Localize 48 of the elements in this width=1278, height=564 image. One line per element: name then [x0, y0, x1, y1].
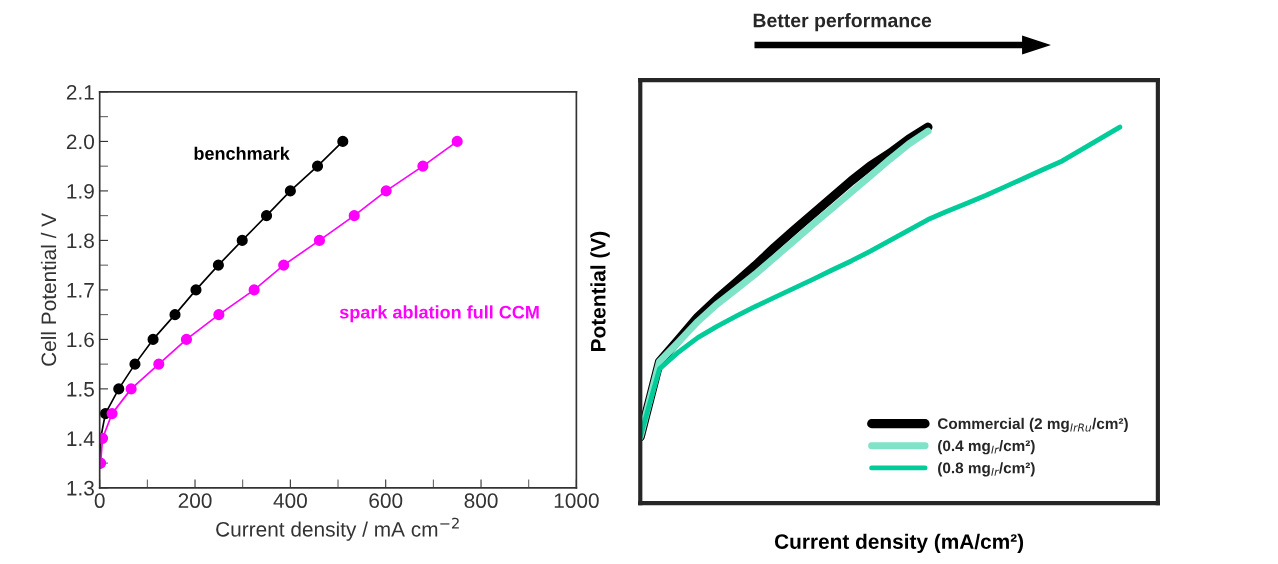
series-label: benchmark — [194, 146, 290, 160]
y-axis-title: Cell Potential / V — [40, 212, 57, 366]
point — [260, 210, 273, 222]
point — [236, 234, 248, 246]
x-tick-label: 400 — [273, 493, 307, 509]
y-tick-label: 1.3 — [67, 480, 94, 496]
legend-label: (0.4 mg$_{Ir}$/cm²) — [938, 439, 1035, 455]
y-tick-label: 1.9 — [67, 183, 94, 199]
point — [129, 358, 141, 370]
point — [451, 135, 463, 147]
point — [125, 383, 137, 395]
y-tick-label: 1.7 — [67, 283, 94, 298]
point — [213, 309, 225, 321]
point — [212, 259, 224, 271]
point — [113, 383, 125, 395]
y-tick-label: 2.0 — [66, 134, 95, 150]
point — [348, 210, 360, 222]
point — [248, 284, 260, 296]
x-axis-title: Current density / mA cm$^{−2}$ — [216, 517, 459, 541]
x-tick-label: 0 — [94, 493, 105, 509]
point — [190, 284, 202, 296]
point — [311, 160, 324, 172]
text: Better performance — [753, 13, 932, 32]
point — [284, 185, 296, 197]
point — [380, 185, 392, 197]
point — [180, 333, 192, 345]
x-tick-label: 600 — [369, 493, 403, 509]
x-tick-label: 800 — [464, 493, 498, 509]
text: spark ablation full CCM — [339, 305, 539, 323]
y-tick-label: 1.5 — [67, 382, 94, 397]
point — [313, 234, 325, 246]
point — [106, 408, 118, 420]
legend-label: Commercial (2 mg$_{IrRu}$/cm²) — [937, 417, 1128, 433]
point — [147, 333, 159, 345]
point — [153, 358, 165, 370]
point — [169, 309, 181, 321]
x-tick-label: 1000 — [554, 493, 599, 509]
legend-label: (0.8 mg$_{Ir}$/cm²) — [938, 462, 1035, 477]
y-tick-label: 2.1 — [66, 84, 94, 100]
y-tick-label: 1.8 — [67, 233, 94, 249]
point — [278, 259, 290, 271]
x-tick-label: 200 — [178, 493, 212, 509]
point — [337, 135, 349, 147]
y-axis-title: Potential (V) — [590, 231, 610, 351]
point — [417, 160, 429, 172]
y-tick-label: 1.4 — [67, 431, 95, 446]
y-tick-label: 1.6 — [67, 332, 94, 348]
x-axis-title: Current density (mA/cm²) — [774, 533, 1024, 554]
